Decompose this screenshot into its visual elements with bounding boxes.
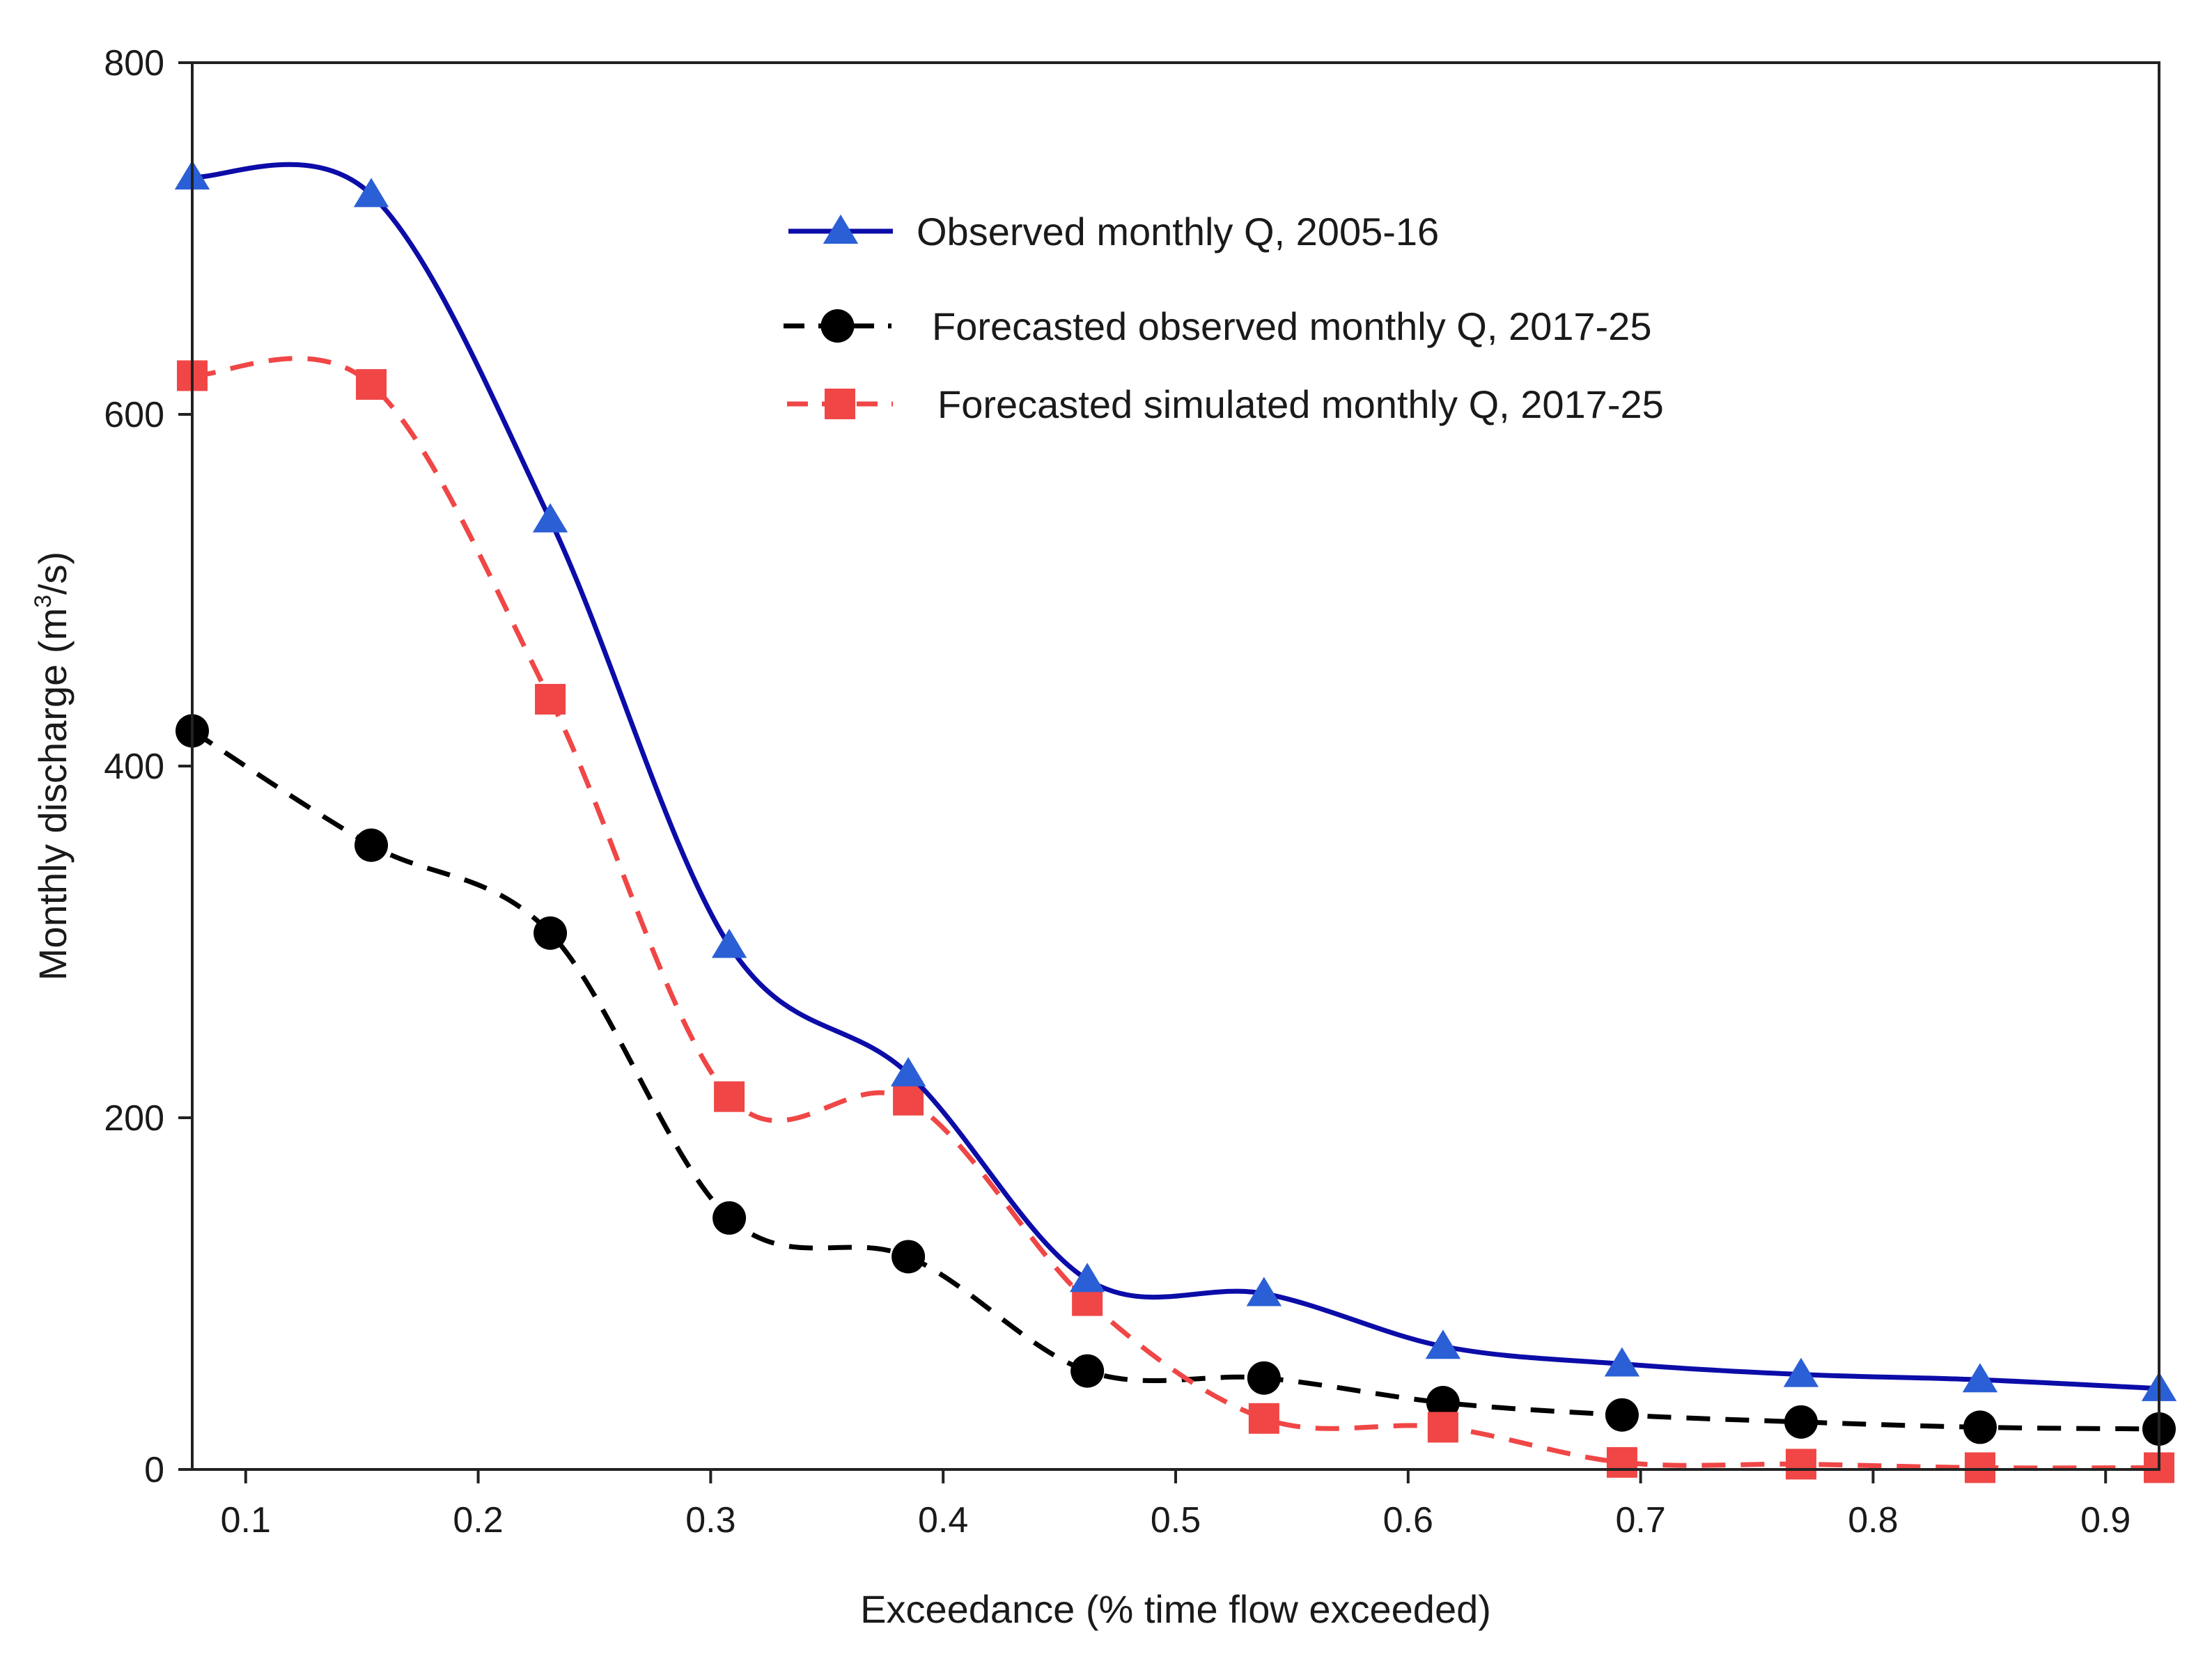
- y-axis-title-main: Monthly discharge (m: [31, 608, 75, 981]
- y-tick-label: 800: [104, 43, 164, 84]
- legend-label: Observed monthly Q, 2005-16: [917, 210, 1439, 253]
- data-point: [1425, 1329, 1461, 1359]
- x-tick-label: 0.6: [1383, 1500, 1433, 1540]
- x-tick-label: 0.8: [1848, 1500, 1898, 1540]
- data-point: [890, 1056, 926, 1086]
- data-point: [355, 828, 389, 862]
- data-point: [893, 1084, 924, 1116]
- legend-swatch-marker: [820, 309, 855, 343]
- x-tick-label: 0.9: [2080, 1500, 2131, 1540]
- data-point: [1784, 1405, 1818, 1439]
- data-point: [1247, 1361, 1281, 1395]
- data-point: [353, 178, 389, 208]
- legend-item: Forecasted observed monthly Q, 2017-25: [784, 304, 1651, 348]
- y-tick-label: 0: [144, 1450, 164, 1490]
- x-axis-title: Exceedance (% time flow exceeded): [860, 1587, 1491, 1631]
- legend-item: Observed monthly Q, 2005-16: [788, 210, 1439, 253]
- y-axis-title-superscript: 3: [30, 595, 56, 608]
- x-tick-label: 0.3: [685, 1500, 735, 1540]
- y-tick-label: 400: [104, 747, 164, 787]
- x-tick-label: 0.4: [918, 1500, 968, 1540]
- legend: Observed monthly Q, 2005-16 Forecasted ob…: [784, 210, 1664, 426]
- data-point: [891, 1240, 926, 1274]
- data-point: [356, 369, 387, 400]
- x-tick-label: 0.7: [1615, 1500, 1665, 1540]
- data-point: [1962, 1363, 1998, 1393]
- data-point: [1783, 1357, 1819, 1387]
- data-point: [711, 928, 747, 958]
- x-tick-label: 0.5: [1151, 1500, 1201, 1540]
- x-tick-label: 0.1: [221, 1500, 271, 1540]
- data-point: [714, 1081, 745, 1112]
- y-tick-label: 600: [104, 395, 164, 435]
- y-axis-title: Monthly discharge (m3/s): [30, 552, 75, 981]
- data-point: [1963, 1410, 1997, 1444]
- y-tick-label: 200: [104, 1098, 164, 1139]
- data-point: [1070, 1354, 1105, 1388]
- data-point: [533, 916, 568, 950]
- data-point: [1606, 1446, 1637, 1478]
- legend-swatch-marker: [823, 214, 859, 244]
- data-point: [712, 1201, 747, 1235]
- data-point: [1785, 1449, 1816, 1480]
- legend-swatch-marker: [825, 389, 855, 419]
- legend-item: Forecasted simulated monthly Q, 2017-25: [787, 382, 1664, 426]
- legend-label: Forecasted observed monthly Q, 2017-25: [932, 304, 1651, 348]
- series-circle: [176, 714, 2176, 1446]
- x-axis: 0.1 0.2 0.3 0.4 0.5 0.6 0.7 0.8 0.9: [221, 1469, 2131, 1540]
- series-layer: [174, 160, 2177, 1483]
- data-point: [1426, 1386, 1460, 1420]
- data-point: [535, 684, 566, 715]
- x-tick-label: 0.2: [453, 1500, 503, 1540]
- y-axis: 0 200 400 600 800: [104, 43, 192, 1490]
- data-point: [532, 503, 568, 533]
- data-point: [1246, 1277, 1282, 1306]
- series-square: [177, 356, 2174, 1483]
- data-point: [1964, 1452, 1995, 1483]
- data-point: [1248, 1403, 1279, 1434]
- data-point: [1427, 1412, 1458, 1443]
- data-point: [1604, 1347, 1640, 1377]
- data-point: [1605, 1398, 1639, 1432]
- legend-label: Forecasted simulated monthly Q, 2017-25: [937, 382, 1664, 426]
- y-axis-title-suffix: /s): [31, 552, 75, 595]
- data-point: [1069, 1263, 1105, 1293]
